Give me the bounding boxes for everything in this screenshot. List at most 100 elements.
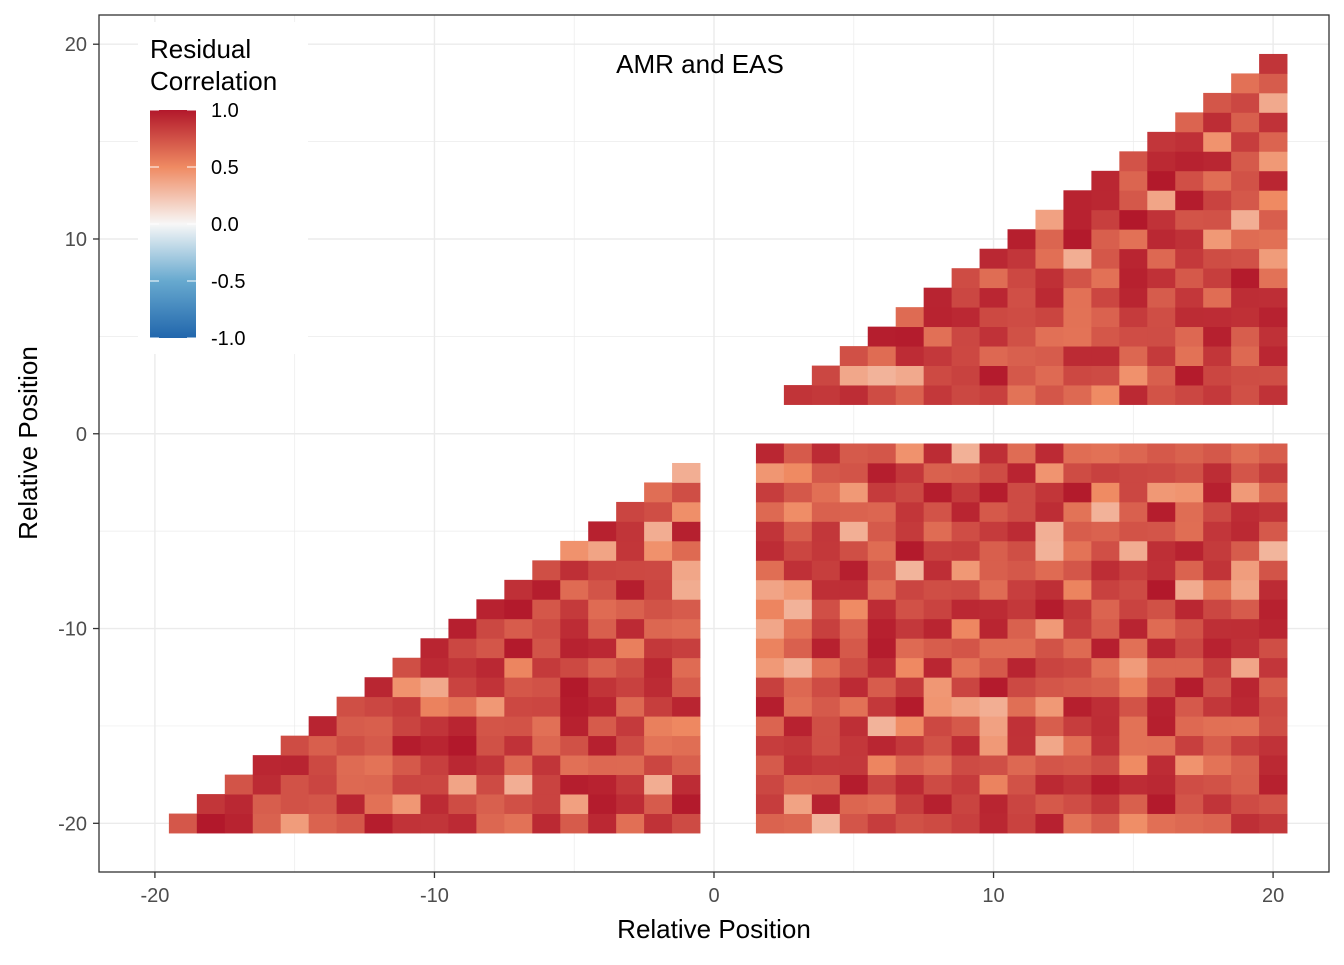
heatmap-cell bbox=[1175, 170, 1204, 191]
heatmap-cell bbox=[1147, 755, 1176, 776]
heatmap-cell bbox=[1035, 774, 1064, 795]
heatmap-cell bbox=[1175, 599, 1204, 620]
heatmap-cell bbox=[923, 813, 953, 834]
heatmap-cell bbox=[1259, 92, 1288, 113]
legend-title-line: Correlation bbox=[150, 66, 277, 96]
heatmap-cell bbox=[867, 521, 897, 542]
heatmap-cell bbox=[1175, 560, 1204, 581]
heatmap-cell bbox=[560, 560, 589, 581]
heatmap-cell bbox=[783, 482, 813, 503]
heatmap-cell bbox=[448, 735, 477, 756]
heatmap-cell bbox=[504, 657, 533, 678]
heatmap-cell bbox=[1063, 579, 1092, 600]
region-annotation: AMR and EAS bbox=[616, 49, 784, 79]
heatmap-cell bbox=[1175, 287, 1204, 308]
heatmap-cell bbox=[1091, 326, 1120, 347]
heatmap-cell bbox=[867, 696, 897, 717]
heatmap-cell bbox=[644, 482, 673, 503]
heatmap-cell bbox=[1063, 462, 1092, 483]
heatmap-cell bbox=[1119, 501, 1148, 522]
heatmap-cell bbox=[532, 638, 561, 659]
heatmap-cell bbox=[867, 482, 897, 503]
heatmap-cell bbox=[1091, 385, 1120, 405]
heatmap-cell bbox=[672, 813, 701, 834]
heatmap-cell bbox=[895, 618, 925, 639]
heatmap-cell bbox=[476, 794, 505, 814]
heatmap-cell bbox=[1231, 638, 1260, 659]
heatmap-cell bbox=[923, 638, 953, 659]
heatmap-cell bbox=[1119, 307, 1148, 328]
heatmap-cell bbox=[979, 287, 1008, 308]
heatmap-cell bbox=[1119, 735, 1148, 756]
heatmap-cell bbox=[1259, 229, 1288, 250]
heatmap-cell bbox=[1063, 229, 1092, 250]
heatmap-cell bbox=[895, 813, 925, 834]
heatmap-cell bbox=[448, 657, 477, 678]
heatmap-cell bbox=[644, 716, 673, 737]
heatmap-cell bbox=[672, 579, 701, 600]
heatmap-cell bbox=[1259, 131, 1288, 152]
heatmap-cell bbox=[364, 696, 393, 717]
heatmap-cell bbox=[588, 794, 617, 814]
heatmap-cell bbox=[616, 501, 645, 522]
heatmap-cell bbox=[1175, 716, 1204, 737]
heatmap-cell bbox=[1259, 599, 1288, 620]
heatmap-cell bbox=[392, 735, 421, 756]
heatmap-cell bbox=[1259, 696, 1288, 717]
heatmap-cell bbox=[1203, 287, 1232, 308]
heatmap-cell bbox=[783, 443, 813, 464]
heatmap-cell bbox=[951, 482, 980, 503]
heatmap-cell bbox=[867, 755, 897, 776]
heatmap-cell bbox=[895, 599, 925, 620]
heatmap-cell bbox=[644, 696, 673, 717]
heatmap-cell bbox=[951, 326, 980, 347]
heatmap-cell bbox=[1007, 813, 1036, 834]
heatmap-cell bbox=[644, 560, 673, 581]
heatmap-cell bbox=[1231, 268, 1260, 289]
heatmap-cell bbox=[1119, 248, 1148, 269]
heatmap-cell bbox=[1091, 170, 1120, 191]
heatmap-cell bbox=[336, 716, 365, 737]
heatmap-cell bbox=[839, 794, 869, 814]
y-tick-label: -10 bbox=[58, 619, 87, 641]
heatmap-cell bbox=[1259, 190, 1288, 211]
heatmap-cell bbox=[783, 462, 813, 483]
heatmap-cell bbox=[979, 599, 1008, 620]
heatmap-cell bbox=[1063, 307, 1092, 328]
heatmap-cell bbox=[1119, 190, 1148, 211]
heatmap-cell bbox=[588, 813, 617, 834]
heatmap-cell bbox=[1147, 677, 1176, 698]
heatmap-cell bbox=[1259, 346, 1288, 366]
heatmap-cell bbox=[783, 599, 813, 620]
heatmap-cell bbox=[1091, 599, 1120, 620]
heatmap-cell bbox=[644, 638, 673, 659]
heatmap-cell bbox=[1231, 307, 1260, 328]
heatmap-cell bbox=[560, 755, 589, 776]
heatmap-cell bbox=[923, 521, 953, 542]
heatmap-cell bbox=[1035, 521, 1064, 542]
heatmap-cell bbox=[839, 618, 869, 639]
heatmap-cell bbox=[1091, 346, 1120, 366]
heatmap-cell bbox=[1231, 443, 1260, 464]
heatmap-cell bbox=[1203, 755, 1232, 776]
heatmap-cell bbox=[308, 716, 338, 737]
heatmap-cell bbox=[1147, 385, 1176, 405]
heatmap-cell bbox=[1091, 794, 1120, 814]
heatmap-cell bbox=[504, 696, 533, 717]
heatmap-cell bbox=[588, 657, 617, 678]
heatmap-cell bbox=[1147, 170, 1176, 191]
heatmap-cell bbox=[1063, 385, 1092, 405]
heatmap-cell bbox=[755, 521, 785, 542]
heatmap-cell bbox=[923, 287, 953, 308]
heatmap-cell bbox=[1259, 151, 1288, 172]
heatmap-cell bbox=[448, 755, 477, 776]
heatmap-cell bbox=[1203, 540, 1232, 561]
heatmap-cell bbox=[616, 677, 645, 698]
heatmap-cell bbox=[308, 735, 338, 756]
heatmap-cell bbox=[672, 618, 701, 639]
heatmap-cell bbox=[1035, 209, 1064, 230]
heatmap-cell bbox=[560, 813, 589, 834]
heatmap-cell bbox=[951, 579, 980, 600]
heatmap-cell bbox=[895, 462, 925, 483]
heatmap-cell bbox=[867, 501, 897, 522]
